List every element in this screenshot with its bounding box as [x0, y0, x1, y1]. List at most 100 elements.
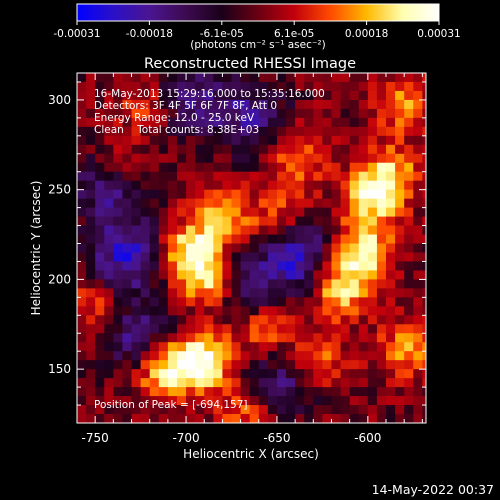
heatmap-cell — [158, 270, 169, 281]
heatmap-cell — [267, 81, 278, 92]
heatmap-cell — [86, 360, 96, 370]
heatmap-cell — [258, 73, 269, 83]
heatmap-cell — [376, 324, 387, 334]
heatmap-cell — [122, 405, 133, 415]
heatmap-cell — [249, 99, 260, 110]
heatmap-cell — [331, 153, 342, 164]
heatmap-cell — [113, 171, 124, 182]
heatmap-cell — [267, 117, 278, 128]
heatmap-cell — [86, 378, 96, 388]
heatmap-cell — [95, 153, 105, 164]
heatmap-cell — [431, 342, 441, 352]
heatmap-cell — [286, 333, 296, 343]
heatmap-cell — [295, 414, 305, 423]
heatmap-cell — [295, 135, 305, 146]
heatmap-cell — [95, 73, 105, 83]
heatmap-cell — [249, 342, 260, 352]
heatmap-cell — [376, 252, 387, 263]
heatmap-cell — [331, 189, 342, 200]
heatmap-cell — [349, 261, 360, 272]
heatmap-cell — [295, 279, 305, 289]
heatmap-cell — [204, 396, 214, 406]
heatmap-cell — [304, 243, 314, 254]
heatmap-cell — [240, 162, 251, 173]
heatmap-cell — [422, 73, 426, 83]
heatmap-cell — [431, 414, 441, 424]
heatmap-cell — [376, 378, 387, 388]
heatmap-cell — [322, 378, 333, 388]
heatmap-cell — [395, 207, 405, 218]
heatmap-cell — [213, 405, 224, 415]
heatmap-cell — [431, 136, 441, 146]
heatmap-cell — [267, 234, 278, 245]
heatmap-cell — [340, 153, 351, 164]
heatmap-cell — [222, 306, 233, 316]
heatmap-cell — [413, 270, 423, 281]
heatmap-cell — [313, 144, 323, 155]
heatmap-cell — [213, 81, 224, 92]
heatmap-cell — [295, 396, 305, 406]
heatmap-cell — [358, 252, 369, 263]
heatmap-cell — [195, 73, 205, 83]
heatmap-cell — [286, 288, 296, 298]
heatmap-cell — [240, 234, 251, 245]
heatmap-cell — [358, 153, 369, 164]
heatmap-cell — [149, 225, 160, 236]
heatmap-cell — [249, 198, 260, 209]
heatmap-cell — [376, 99, 387, 110]
heatmap-cell — [413, 135, 423, 146]
heatmap-cell — [140, 387, 151, 397]
heatmap-cell — [122, 324, 133, 334]
heatmap-cell — [195, 216, 205, 227]
info-line-detectors: Detectors: 3F 4F 5F 6F 7F 8F, Att 0 — [94, 100, 277, 112]
heatmap-cell — [258, 387, 269, 397]
heatmap-cell — [340, 279, 351, 289]
heatmap-cell — [95, 288, 105, 298]
heatmap-cell — [395, 396, 405, 406]
heatmap-cell — [322, 333, 333, 343]
heatmap-cell — [167, 387, 178, 397]
heatmap-cell — [222, 81, 233, 92]
heatmap-cell — [267, 108, 278, 119]
heatmap-cell — [386, 252, 396, 263]
heatmap-cell — [413, 207, 423, 218]
heatmap-cell — [213, 306, 224, 316]
heatmap-cell — [349, 234, 360, 245]
heatmap-cell — [158, 171, 169, 182]
heatmap-cell — [276, 180, 287, 191]
heatmap-cell — [122, 288, 133, 298]
heatmap-cell — [195, 171, 205, 182]
heatmap-cell — [249, 234, 260, 245]
heatmap-cell — [204, 198, 214, 209]
heatmap-cell — [86, 126, 96, 137]
y-tick-label: 300 — [48, 93, 71, 107]
heatmap-cell — [395, 297, 405, 307]
heatmap-cell — [386, 144, 396, 155]
heatmap-cell — [431, 154, 441, 164]
heatmap-cell — [322, 342, 333, 352]
heatmap-cell — [131, 342, 142, 352]
heatmap-cell — [258, 171, 269, 182]
heatmap-cell — [240, 117, 251, 128]
heatmap-cell — [176, 288, 187, 298]
heatmap-cell — [340, 234, 351, 245]
heatmap-cell — [176, 108, 187, 119]
heatmap-cell — [349, 243, 360, 254]
heatmap-cell — [249, 252, 260, 263]
heatmap-cell — [267, 270, 278, 281]
heatmap-cell — [404, 234, 414, 245]
heatmap-cell — [367, 387, 378, 397]
heatmap-cell — [276, 270, 287, 281]
heatmap-cell — [122, 81, 133, 92]
heatmap-cell — [149, 243, 160, 254]
heatmap-cell — [286, 144, 296, 155]
heatmap-cell — [77, 279, 87, 289]
heatmap-cell — [404, 279, 414, 289]
heatmap-cell — [95, 225, 105, 236]
heatmap-cell — [131, 333, 142, 343]
heatmap-cell — [322, 99, 333, 110]
heatmap-cell — [140, 351, 151, 361]
heatmap-cell — [222, 360, 233, 370]
heatmap-cell — [249, 153, 260, 164]
heatmap-cell — [322, 405, 333, 415]
